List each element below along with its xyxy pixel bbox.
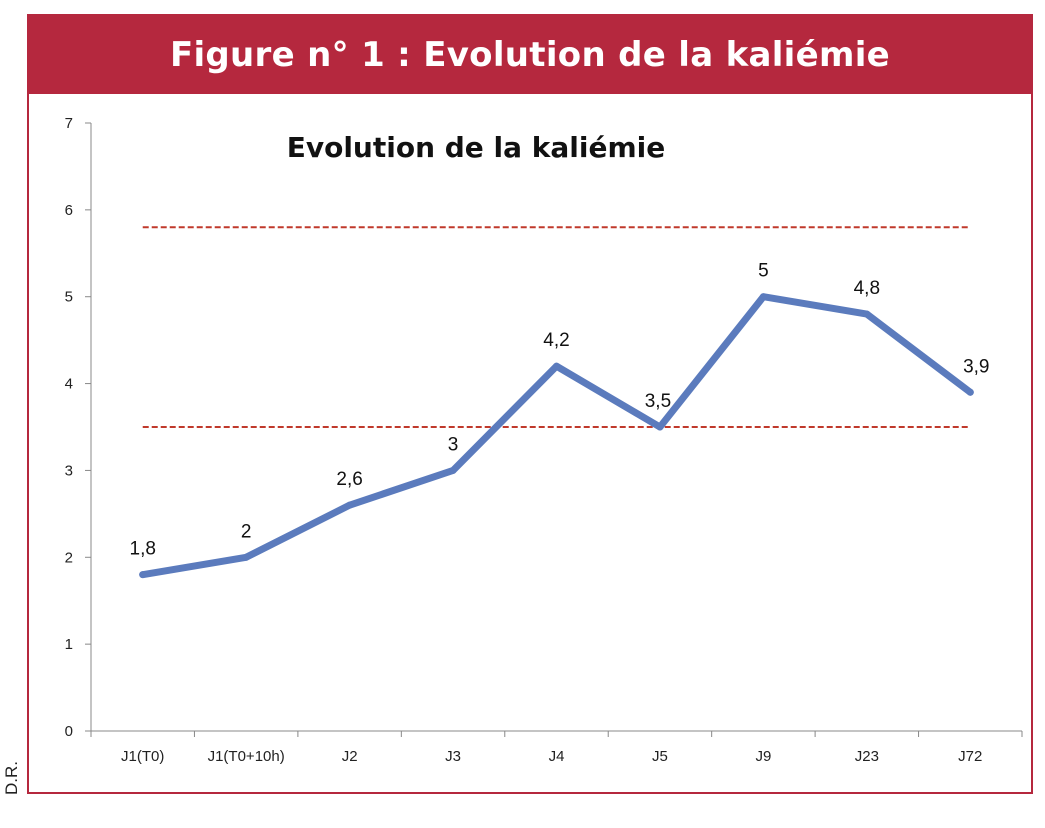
y-tick-label: 7 bbox=[65, 115, 73, 132]
x-tick-label: J1(T0+10h) bbox=[208, 748, 285, 765]
data-point bbox=[863, 310, 871, 318]
x-tick-label: J5 bbox=[652, 748, 668, 765]
x-tick-label: J1(T0) bbox=[121, 748, 164, 765]
data-label: 4,8 bbox=[854, 278, 880, 299]
figure-frame: Figure n° 1 : Evolution de la kaliémie bbox=[27, 14, 1033, 794]
x-tick-label: J23 bbox=[855, 748, 879, 765]
data-point bbox=[759, 293, 767, 301]
data-point bbox=[242, 553, 250, 561]
data-point bbox=[966, 388, 974, 396]
x-tick-label: J72 bbox=[958, 748, 982, 765]
figure-banner: Figure n° 1 : Evolution de la kaliémie bbox=[29, 16, 1031, 94]
data-label: 4,2 bbox=[543, 330, 569, 351]
data-label: 3,9 bbox=[963, 356, 989, 377]
chart-axes: 0 1 2 3 4 5 6 7 J1(T0) J1(T0+10h) J2 J3 J4 J5 J9 J23 J72 bbox=[65, 115, 1023, 765]
chart-title: Evolution de la kaliémie bbox=[287, 131, 666, 164]
x-tick-label: J9 bbox=[755, 748, 771, 765]
data-point bbox=[553, 362, 560, 370]
data-label: 5 bbox=[758, 261, 769, 282]
data-point bbox=[139, 571, 147, 579]
data-label: 1,8 bbox=[130, 539, 156, 560]
x-tick-label: J2 bbox=[342, 748, 358, 765]
data-point bbox=[449, 466, 457, 474]
data-label: 3 bbox=[448, 434, 459, 455]
data-label: 2 bbox=[241, 521, 252, 542]
reference-lines bbox=[142, 226, 971, 428]
y-tick-label: 0 bbox=[65, 723, 73, 740]
y-tick-label: 2 bbox=[65, 549, 73, 566]
y-tick-label: 3 bbox=[65, 462, 73, 479]
y-tick-label: 5 bbox=[65, 289, 73, 306]
data-label: 2,6 bbox=[336, 469, 362, 490]
x-tick-label: J3 bbox=[445, 748, 461, 765]
y-tick-label: 6 bbox=[65, 202, 73, 219]
figure-title: Figure n° 1 : Evolution de la kaliémie bbox=[169, 35, 891, 75]
y-tick-label: 4 bbox=[65, 376, 73, 393]
data-labels: 1,8 2 2,6 3 4,2 3,5 5 4,8 3,9 bbox=[130, 261, 990, 560]
data-point bbox=[346, 501, 354, 509]
photo-credit: D.R. bbox=[2, 761, 21, 795]
y-tick-label: 1 bbox=[65, 636, 73, 653]
data-label: 3,5 bbox=[645, 391, 671, 412]
x-tick-label: J4 bbox=[549, 748, 565, 765]
series-layer bbox=[139, 293, 974, 579]
data-point bbox=[656, 423, 664, 431]
